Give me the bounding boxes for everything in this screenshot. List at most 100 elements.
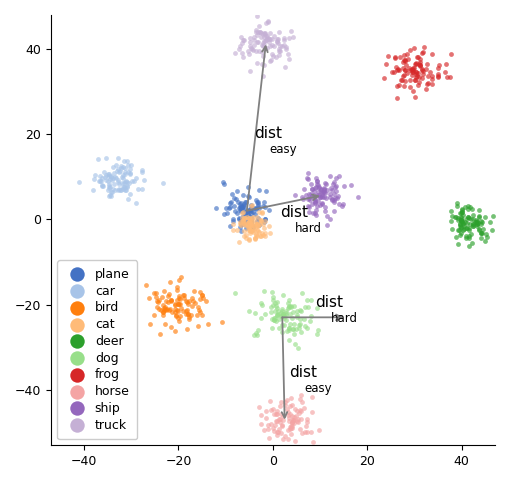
Point — [100, 168, 108, 176]
Point — [245, 307, 253, 315]
Point — [417, 65, 426, 73]
Point — [478, 225, 486, 233]
Point — [247, 202, 255, 210]
Point — [155, 305, 163, 313]
Point — [247, 220, 255, 228]
Point — [115, 181, 123, 188]
Point — [317, 190, 325, 197]
Point — [244, 193, 252, 201]
Point — [288, 309, 296, 317]
Point — [313, 197, 321, 205]
Point — [238, 214, 246, 222]
Point — [122, 178, 130, 186]
Point — [301, 422, 309, 430]
Point — [282, 328, 290, 335]
Point — [231, 49, 239, 57]
Point — [405, 66, 413, 74]
Point — [158, 301, 166, 309]
Point — [313, 192, 321, 199]
Point — [260, 198, 268, 206]
Point — [108, 185, 117, 193]
Text: dist: dist — [315, 295, 343, 310]
Point — [269, 32, 277, 40]
Point — [398, 64, 406, 72]
Point — [250, 217, 259, 225]
Point — [182, 298, 190, 305]
Point — [415, 61, 423, 69]
Point — [390, 53, 399, 61]
Point — [414, 78, 422, 86]
Point — [290, 191, 298, 199]
Point — [105, 173, 113, 181]
Point — [262, 32, 270, 40]
Point — [477, 229, 486, 237]
Point — [266, 397, 274, 405]
Point — [455, 220, 463, 228]
Point — [190, 287, 198, 295]
Point — [288, 314, 296, 322]
Point — [411, 73, 419, 81]
Point — [163, 299, 172, 306]
Point — [287, 401, 295, 409]
Point — [462, 219, 470, 227]
Point — [270, 410, 278, 418]
Point — [308, 209, 316, 217]
Point — [399, 58, 407, 66]
Point — [270, 421, 278, 429]
Point — [160, 320, 168, 328]
Point — [470, 218, 478, 226]
Point — [272, 311, 280, 319]
Point — [269, 293, 277, 301]
Point — [292, 408, 300, 415]
Point — [170, 302, 178, 309]
Point — [188, 294, 196, 302]
Point — [257, 299, 265, 306]
Point — [468, 220, 476, 228]
Point — [244, 214, 252, 222]
Point — [293, 418, 301, 425]
Point — [284, 336, 292, 344]
Point — [233, 187, 241, 195]
Point — [326, 215, 334, 223]
Point — [451, 233, 459, 241]
Point — [243, 219, 251, 227]
Point — [265, 35, 273, 43]
Point — [245, 227, 253, 234]
Point — [487, 226, 495, 234]
Point — [278, 435, 287, 443]
Point — [242, 218, 250, 226]
Point — [285, 303, 293, 311]
Point — [175, 276, 183, 284]
Point — [408, 66, 416, 74]
Point — [239, 205, 247, 212]
Point — [468, 220, 476, 227]
Point — [402, 50, 410, 58]
Point — [192, 312, 200, 319]
Point — [472, 220, 480, 228]
Point — [293, 344, 301, 352]
Point — [293, 311, 301, 319]
Point — [461, 232, 469, 240]
Point — [150, 288, 158, 296]
Point — [239, 53, 247, 61]
Point — [284, 408, 292, 416]
Point — [279, 36, 287, 44]
Point — [445, 73, 453, 81]
Point — [265, 38, 273, 46]
Point — [474, 225, 482, 233]
Point — [252, 222, 260, 230]
Point — [413, 81, 421, 89]
Point — [250, 309, 258, 317]
Point — [173, 287, 181, 294]
Point — [461, 234, 469, 242]
Point — [459, 220, 467, 228]
Point — [285, 409, 293, 417]
Point — [450, 213, 458, 221]
Point — [255, 208, 263, 215]
Point — [270, 316, 278, 324]
Point — [240, 200, 248, 208]
Point — [119, 171, 127, 179]
Point — [225, 199, 234, 207]
Point — [264, 34, 272, 42]
Point — [275, 419, 284, 426]
